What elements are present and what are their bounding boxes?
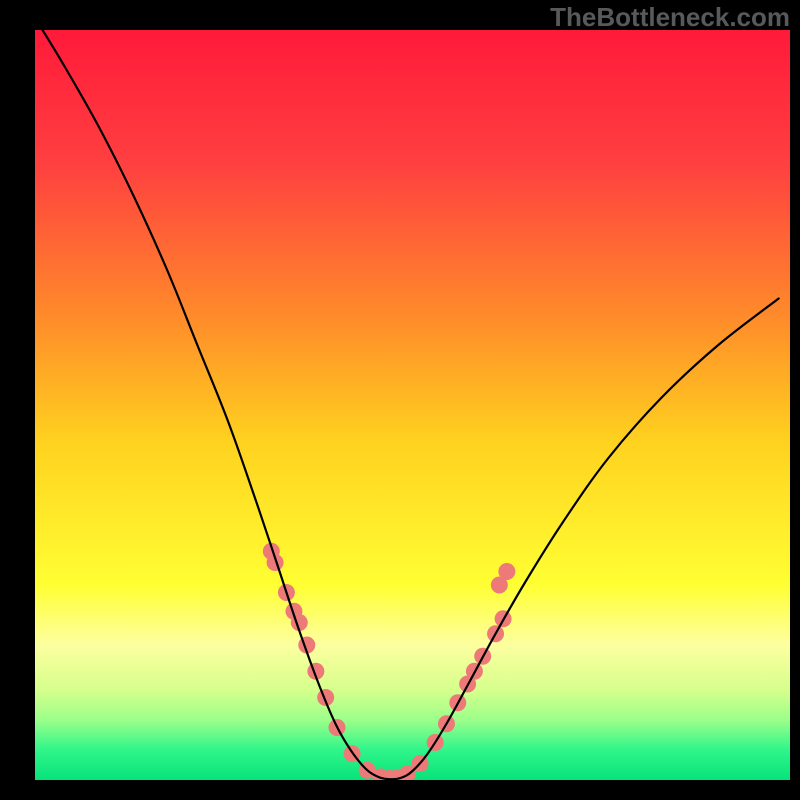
gradient-background [35, 30, 790, 780]
watermark-text: TheBottleneck.com [550, 2, 790, 33]
plot-area [35, 30, 790, 780]
scatter-dot [498, 563, 515, 580]
plot-svg [35, 30, 790, 780]
chart-frame: TheBottleneck.com [0, 0, 800, 800]
